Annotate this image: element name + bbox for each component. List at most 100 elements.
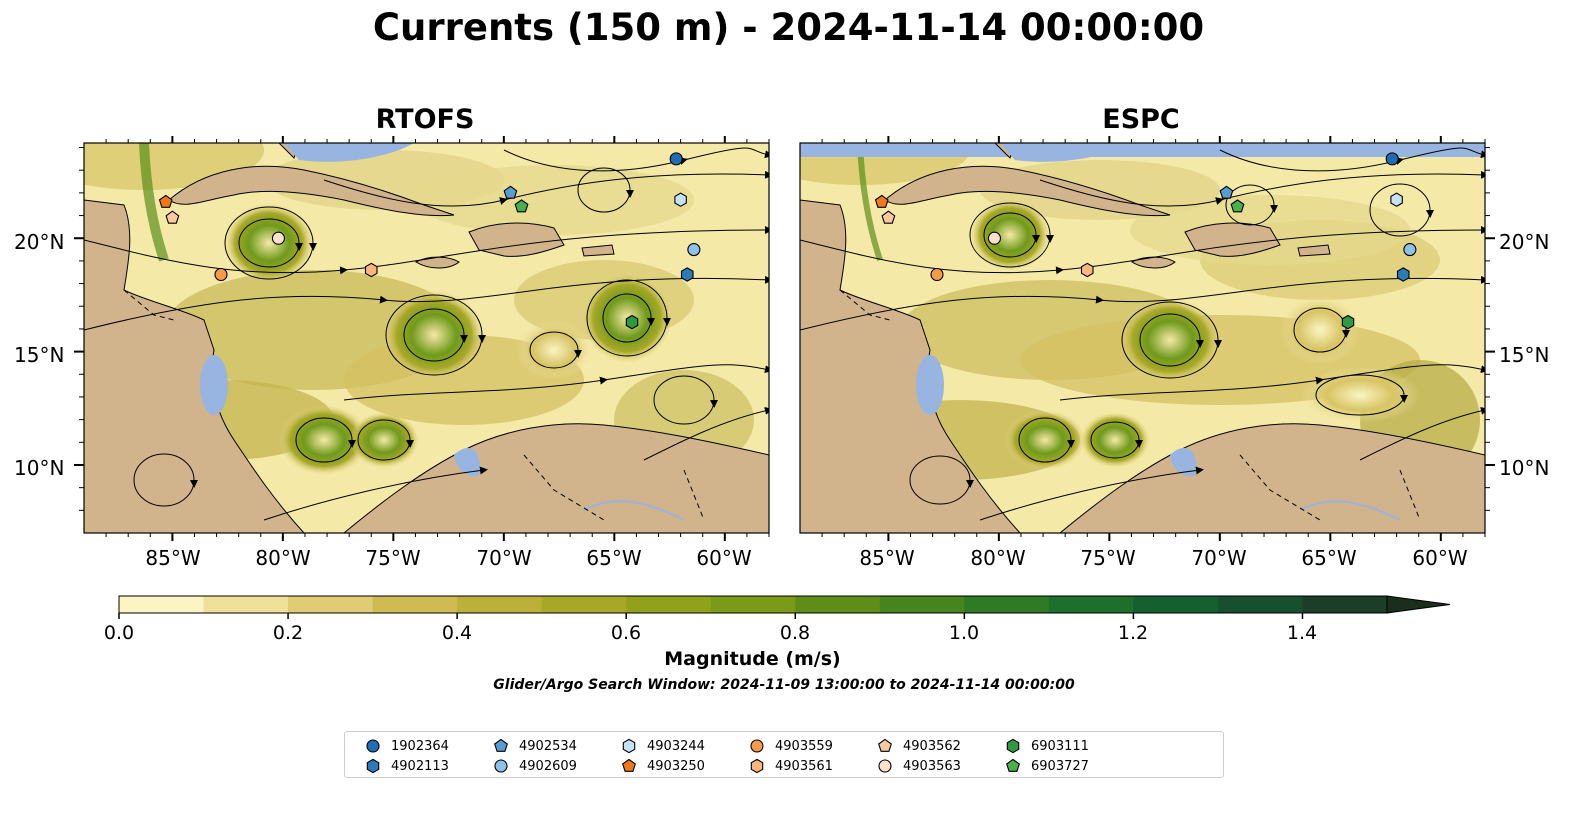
eddy bbox=[384, 290, 484, 380]
float-marker-6903111 bbox=[625, 314, 639, 330]
legend-marker-4903559 bbox=[750, 739, 764, 753]
legend-item-4903244: 4903244 bbox=[621, 737, 705, 755]
float-marker-4903559 bbox=[930, 267, 944, 282]
legend-item-4903559: 4903559 bbox=[749, 737, 833, 755]
streamline bbox=[84, 275, 769, 331]
colorbar-tick: 1.4 bbox=[1286, 622, 1318, 644]
streamline bbox=[979, 466, 1204, 521]
bank-water bbox=[284, 143, 414, 162]
colorbar-tick: 1.2 bbox=[1117, 622, 1149, 644]
legend-label: 4902534 bbox=[519, 738, 577, 754]
pentagon-marker-icon bbox=[878, 738, 892, 752]
legend-label: 6903111 bbox=[1031, 738, 1089, 754]
float-marker-6903727 bbox=[514, 199, 529, 213]
colorbar-tick: 0.0 bbox=[103, 622, 135, 644]
colorbar-segment bbox=[1133, 596, 1219, 613]
float-marker-4902609 bbox=[1403, 243, 1417, 257]
eddy bbox=[970, 199, 1050, 271]
circle-marker-icon bbox=[878, 759, 892, 773]
float-marker-4903561 bbox=[1080, 262, 1094, 278]
legend-marker-4902534 bbox=[494, 738, 508, 752]
legend-marker-4902113 bbox=[366, 758, 380, 774]
legend-item-4903563: 4903563 bbox=[877, 757, 961, 775]
lon-label-65-b: 65°W bbox=[1301, 546, 1357, 570]
float-marker-4903563 bbox=[271, 231, 286, 245]
legend-item-4903561: 4903561 bbox=[749, 757, 833, 775]
eddy bbox=[1005, 410, 1085, 470]
panel-title-espc: ESPC bbox=[1102, 104, 1180, 135]
map-frame bbox=[83, 142, 770, 534]
float-marker-4903561 bbox=[364, 262, 378, 278]
circle-marker-icon bbox=[366, 739, 380, 753]
streamline bbox=[84, 226, 769, 275]
float-legend: 1902364 4902113 4902534 4902609 4903244 49032… bbox=[344, 731, 1224, 778]
hexagon-marker-icon bbox=[750, 758, 764, 774]
lon-label-70-b: 70°W bbox=[1191, 546, 1247, 570]
lat-label-15-left: 15°N bbox=[14, 343, 65, 367]
map-panel-rtofs bbox=[84, 143, 769, 533]
circle-marker-icon bbox=[494, 759, 508, 773]
lon-label-70-a: 70°W bbox=[476, 546, 532, 570]
lat-label-10-right: 10°N bbox=[1499, 456, 1550, 480]
legend-label: 4902113 bbox=[391, 758, 449, 774]
legend-item-4902113: 4902113 bbox=[365, 757, 449, 775]
legend-item-4902609: 4902609 bbox=[493, 757, 577, 775]
pentagon-marker-icon bbox=[1006, 758, 1020, 772]
float-marker-4902113 bbox=[680, 267, 694, 282]
float-marker-4903562 bbox=[165, 210, 180, 224]
float-marker-1902364 bbox=[1385, 152, 1399, 166]
colorbar-tick: 0.2 bbox=[272, 622, 304, 644]
streamline bbox=[643, 406, 769, 461]
lon-label-65-a: 65°W bbox=[586, 546, 642, 570]
search-window-note: Glider/Argo Search Window: 2024-11-09 13… bbox=[493, 677, 1075, 693]
lat-label-20-left: 20°N bbox=[14, 230, 65, 254]
yucatan-current bbox=[857, 143, 883, 261]
colorbar-label: Magnitude (m/s) bbox=[664, 648, 841, 670]
float-marker-4903244 bbox=[674, 192, 687, 207]
no-data-strip bbox=[800, 143, 1485, 157]
lat-label-10-left: 10°N bbox=[14, 456, 65, 480]
lon-label-80-b: 80°W bbox=[970, 546, 1026, 570]
colorbar-tick: 0.8 bbox=[779, 622, 811, 644]
float-marker-4903244 bbox=[1390, 192, 1403, 207]
figure-title: Currents (150 m) - 2024-11-14 00:00:00 bbox=[372, 6, 1205, 49]
eddy bbox=[279, 405, 369, 475]
float-marker-1902364 bbox=[669, 152, 683, 166]
streamline bbox=[503, 147, 769, 172]
legend-item-4902534: 4902534 bbox=[493, 737, 577, 755]
lake-maracaibo bbox=[1170, 447, 1196, 477]
float-marker-4902534 bbox=[503, 185, 518, 199]
colorbar-segment bbox=[626, 596, 712, 613]
colorbar-segment bbox=[879, 596, 965, 613]
legend-label: 4903250 bbox=[647, 758, 705, 774]
lon-label-75-b: 75°W bbox=[1080, 546, 1136, 570]
streamline bbox=[800, 226, 1485, 275]
legend-marker-4902609 bbox=[494, 759, 508, 773]
lon-label-85-a: 85°W bbox=[145, 546, 201, 570]
landmass bbox=[168, 165, 455, 217]
float-marker-4903250 bbox=[158, 194, 173, 208]
eddy bbox=[349, 412, 419, 468]
eddy bbox=[224, 203, 314, 283]
lake-maracaibo bbox=[454, 447, 480, 477]
colorbar-segment bbox=[457, 596, 543, 613]
legend-item-6903111: 6903111 bbox=[1005, 737, 1089, 755]
map-frame bbox=[799, 142, 1486, 534]
lat-label-15-right: 15°N bbox=[1499, 343, 1550, 367]
hexagon-marker-icon bbox=[622, 738, 636, 754]
river bbox=[583, 500, 685, 521]
streamline bbox=[1059, 364, 1485, 401]
eddy bbox=[1080, 412, 1150, 468]
streamline bbox=[1359, 406, 1485, 461]
legend-marker-4903250 bbox=[622, 758, 636, 772]
colorbar-segment bbox=[1048, 596, 1134, 613]
hexagon-marker-icon bbox=[366, 758, 380, 774]
current-band bbox=[414, 165, 694, 235]
legend-label: 4903244 bbox=[647, 738, 705, 754]
streamline bbox=[800, 275, 1485, 331]
legend-item-4903562: 4903562 bbox=[877, 737, 961, 755]
eddy bbox=[516, 320, 592, 380]
streamline bbox=[343, 364, 769, 401]
legend-label: 4903561 bbox=[775, 758, 833, 774]
